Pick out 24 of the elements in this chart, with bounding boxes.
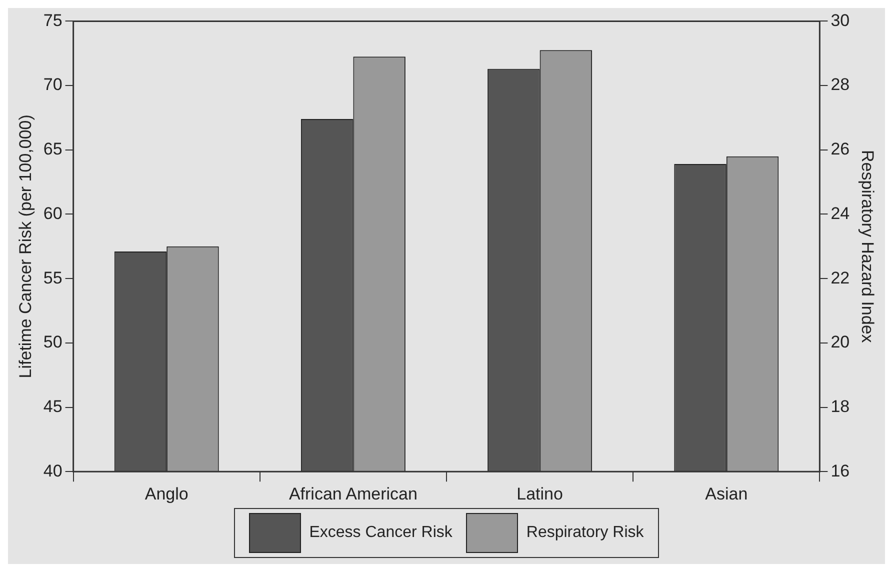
y2-tick-label: 16 [830,461,850,480]
x-tick-label: Anglo [144,484,188,504]
y2-axis-title: Respiratory Hazard Index [858,150,878,344]
y2-tick-label: 28 [830,75,850,94]
y-tick-label: 40 [43,461,62,480]
y2-tick-label: 26 [830,140,850,159]
y-tick-label: 55 [43,268,62,288]
series-label: Respiratory Risk [526,524,644,542]
y-tick-label: 75 [43,10,62,30]
x-tick-label: Latino [516,484,563,504]
y2-tick-label: 22 [830,268,850,288]
y-tick-label: 50 [43,332,62,352]
y2-tick-label: 20 [830,332,850,352]
series-label: Excess Cancer Risk [309,524,452,542]
y2-tick-label: 18 [830,396,850,416]
y-tick-label: 45 [43,396,62,416]
y-axis-title: Lifetime Cancer Risk (per 100,000) [16,114,35,378]
y-tick-label: 60 [43,204,62,223]
y2-tick-label: 30 [830,10,850,30]
y-tick-label: 70 [43,75,62,94]
y2-tick-label: 24 [830,204,850,223]
x-tick-label: African American [288,484,418,504]
x-tick-label: Asian [705,484,748,504]
y-tick-label: 65 [43,140,62,159]
